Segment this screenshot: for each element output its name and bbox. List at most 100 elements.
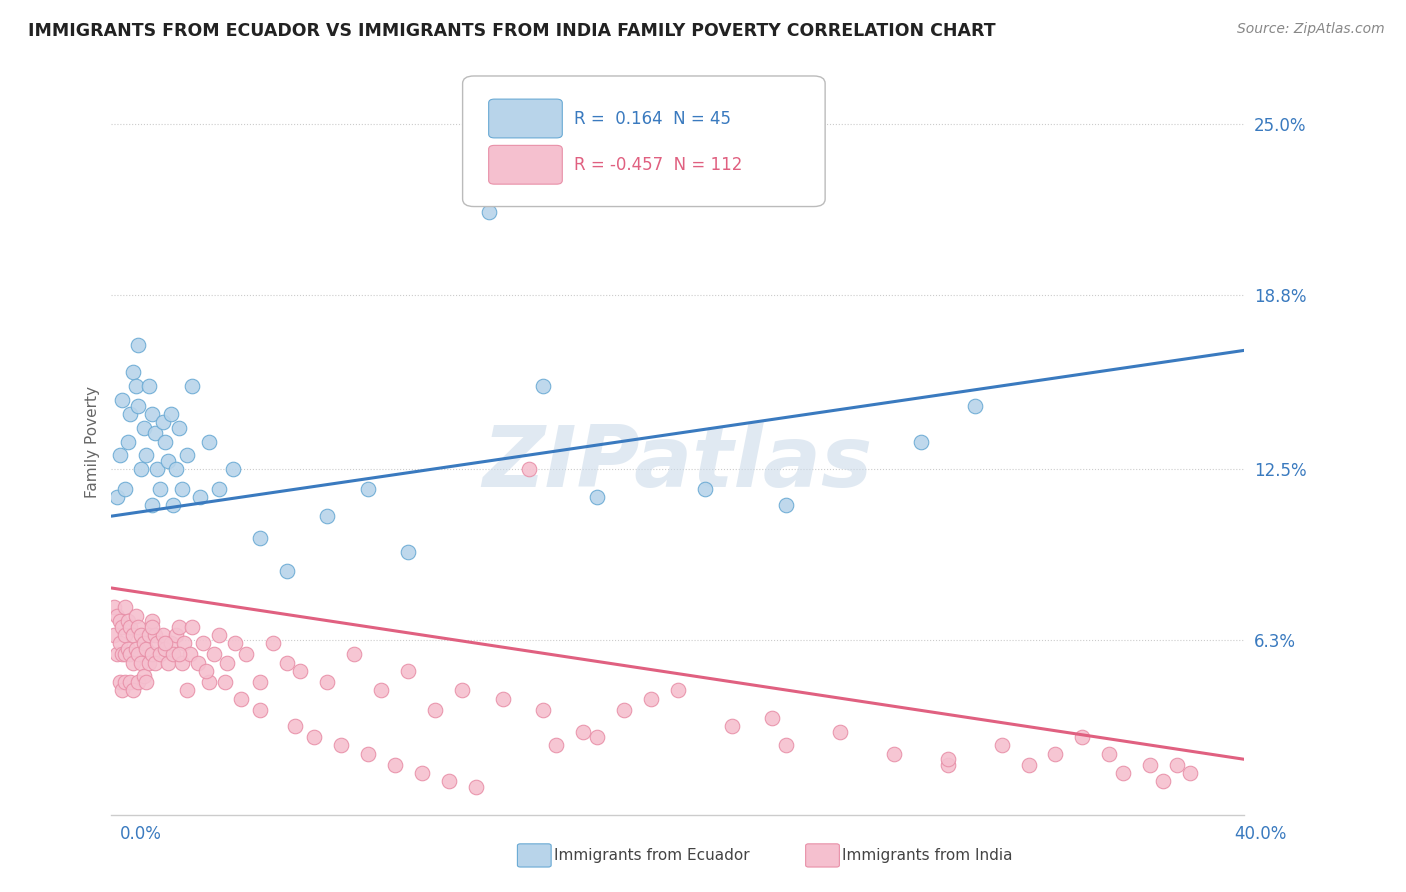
- Point: [370, 683, 392, 698]
- Point: [179, 648, 201, 662]
- Point: [356, 482, 378, 496]
- Text: 40.0%: 40.0%: [1234, 825, 1286, 843]
- Point: [108, 674, 131, 689]
- Point: [111, 683, 134, 698]
- Point: [411, 766, 433, 780]
- Point: [125, 641, 148, 656]
- Point: [117, 614, 139, 628]
- Point: [586, 730, 609, 744]
- FancyBboxPatch shape: [489, 145, 562, 184]
- Point: [114, 482, 136, 496]
- Point: [828, 724, 851, 739]
- Point: [152, 415, 174, 429]
- Point: [249, 531, 271, 545]
- Point: [1045, 747, 1067, 761]
- Point: [162, 648, 184, 662]
- Point: [1166, 757, 1188, 772]
- Point: [129, 656, 152, 670]
- Point: [214, 674, 236, 689]
- Point: [120, 648, 142, 662]
- Point: [284, 719, 307, 733]
- Point: [141, 620, 163, 634]
- Point: [176, 683, 198, 698]
- Point: [478, 205, 501, 219]
- Point: [249, 702, 271, 716]
- Point: [936, 757, 959, 772]
- Point: [143, 656, 166, 670]
- Text: Immigrants from Ecuador: Immigrants from Ecuador: [554, 848, 749, 863]
- Y-axis label: Family Poverty: Family Poverty: [86, 385, 100, 498]
- Point: [127, 338, 149, 352]
- Text: 0.0%: 0.0%: [120, 825, 162, 843]
- Text: IMMIGRANTS FROM ECUADOR VS IMMIGRANTS FROM INDIA FAMILY POVERTY CORRELATION CHAR: IMMIGRANTS FROM ECUADOR VS IMMIGRANTS FR…: [28, 22, 995, 40]
- Point: [127, 648, 149, 662]
- Point: [451, 683, 474, 698]
- Point: [519, 462, 541, 476]
- Point: [883, 747, 905, 761]
- Point: [155, 434, 177, 449]
- Point: [149, 482, 172, 496]
- Point: [276, 565, 298, 579]
- Point: [396, 664, 419, 678]
- Point: [173, 636, 195, 650]
- Text: Immigrants from India: Immigrants from India: [842, 848, 1012, 863]
- Point: [167, 421, 190, 435]
- Point: [120, 620, 142, 634]
- Point: [141, 648, 163, 662]
- Point: [129, 628, 152, 642]
- Point: [666, 683, 689, 698]
- Point: [105, 648, 128, 662]
- Point: [157, 454, 180, 468]
- Point: [208, 628, 231, 642]
- Point: [125, 379, 148, 393]
- Point: [132, 636, 155, 650]
- Point: [149, 648, 172, 662]
- Point: [464, 780, 486, 794]
- Point: [127, 620, 149, 634]
- Point: [170, 482, 193, 496]
- Text: R =  0.164  N = 45: R = 0.164 N = 45: [574, 110, 731, 128]
- Point: [202, 648, 225, 662]
- Point: [586, 490, 609, 504]
- Point: [122, 683, 145, 698]
- Point: [146, 636, 169, 650]
- Point: [138, 628, 160, 642]
- Text: R = -0.457  N = 112: R = -0.457 N = 112: [574, 156, 742, 174]
- Point: [122, 366, 145, 380]
- Point: [111, 620, 134, 634]
- Point: [396, 545, 419, 559]
- Point: [114, 600, 136, 615]
- Point: [114, 628, 136, 642]
- Point: [138, 379, 160, 393]
- Point: [162, 498, 184, 512]
- Point: [108, 636, 131, 650]
- Point: [127, 674, 149, 689]
- Point: [108, 448, 131, 462]
- Point: [103, 600, 125, 615]
- Point: [423, 702, 446, 716]
- Point: [194, 664, 217, 678]
- Point: [125, 608, 148, 623]
- Point: [176, 448, 198, 462]
- Point: [1098, 747, 1121, 761]
- Point: [222, 462, 245, 476]
- Point: [143, 426, 166, 441]
- Point: [1152, 774, 1174, 789]
- Point: [165, 462, 187, 476]
- Point: [155, 636, 177, 650]
- Point: [120, 407, 142, 421]
- Point: [141, 407, 163, 421]
- Point: [132, 421, 155, 435]
- Point: [197, 674, 219, 689]
- Point: [127, 399, 149, 413]
- Point: [111, 648, 134, 662]
- FancyBboxPatch shape: [489, 99, 562, 138]
- Point: [120, 674, 142, 689]
- Point: [217, 656, 239, 670]
- Point: [191, 636, 214, 650]
- Point: [135, 641, 157, 656]
- Point: [262, 636, 284, 650]
- Point: [329, 739, 352, 753]
- Point: [122, 628, 145, 642]
- Point: [129, 462, 152, 476]
